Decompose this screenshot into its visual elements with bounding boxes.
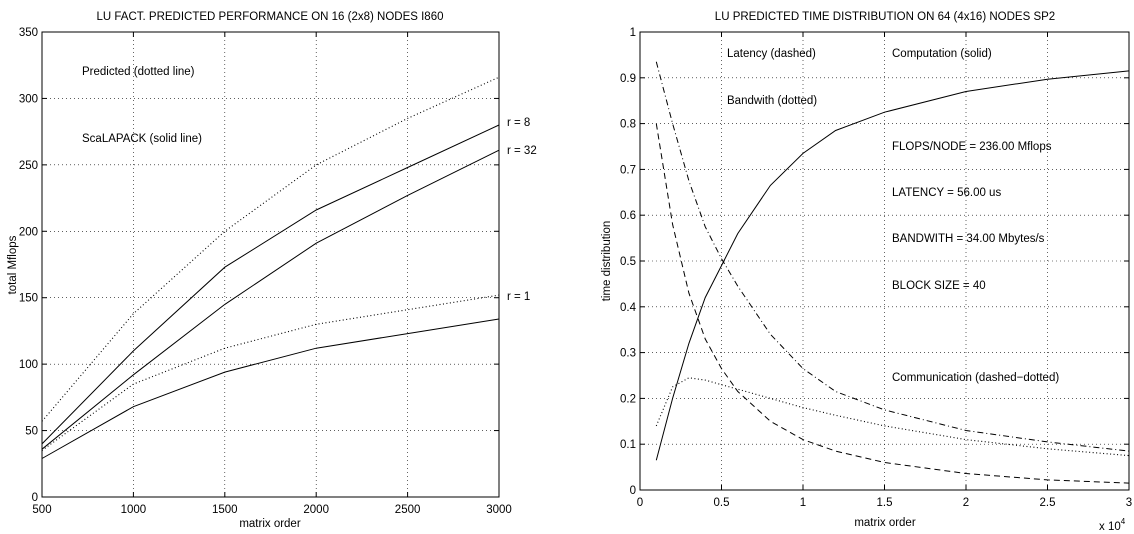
chart-left-y-tick-label: 300 — [19, 93, 38, 105]
chart-right-series-latency-line — [655, 123, 1130, 484]
chart-right: LU PREDICTED TIME DISTRIBUTION ON 64 (4x… — [601, 11, 1132, 533]
chart-right-y-tick-label: 1 — [630, 27, 636, 39]
chart-left-series-r-1-line — [41, 318, 500, 459]
chart-right-x-tick-label: 0.5 — [714, 497, 730, 509]
chart-left-y-tick-label: 0 — [32, 492, 38, 504]
chart-right-x-tick-label: 0 — [637, 497, 643, 509]
chart-right-x-multiplier: x 104 — [1099, 517, 1126, 533]
annotation-flops-per-node: FLOPS/NODE = 236.00 Mflops — [892, 141, 1052, 153]
chart-left-series-r-32-line — [41, 149, 500, 450]
chart-left-x-tick-label: 2000 — [303, 504, 329, 516]
chart-right-y-tick-label: 0.6 — [620, 210, 636, 222]
chart-left: LU FACT. PREDICTED PERFORMANCE ON 16 (2x… — [7, 11, 537, 530]
chart-right-series-computation-line — [655, 70, 1130, 461]
annotation-latency: Latency (dashed) — [727, 48, 816, 60]
chart-right-x-tick-label: 1.5 — [877, 497, 893, 509]
series-label-r32: r = 32 — [507, 145, 537, 157]
chart-left-frame — [41, 31, 500, 498]
chart-right-y-tick-label: 0.5 — [620, 256, 636, 268]
chart-right-title: LU PREDICTED TIME DISTRIBUTION ON 64 (4x… — [715, 11, 1055, 23]
chart-right-y-tick-label: 0.1 — [620, 439, 636, 451]
annotation-bandwith: Bandwith (dotted) — [727, 95, 817, 107]
annotation-communication: Communication (dashed−dotted) — [892, 372, 1059, 384]
chart-right-y-tick-label: 0.8 — [620, 119, 636, 131]
chart-left-y-tick-label: 350 — [19, 27, 38, 39]
chart-right-x-tick-label: 2.5 — [1040, 497, 1056, 509]
chart-right-y-tick-label: 0.3 — [620, 348, 636, 360]
series-label-r1: r = 1 — [507, 291, 530, 303]
chart-right-grid — [640, 32, 1129, 490]
chart-right-series — [655, 61, 1130, 484]
chart-right-y-tick-label: 0.2 — [620, 393, 636, 405]
annotation-latency-value: LATENCY = 56.00 us — [892, 187, 1001, 199]
chart-left-y-tick-label: 50 — [25, 426, 38, 438]
chart-left-annotation-predicted: Predicted (dotted line) — [82, 66, 195, 78]
chart-right-x-tick-label: 1 — [800, 497, 806, 509]
chart-left-series-series-3-line — [41, 294, 500, 451]
chart-left-y-tick-label: 150 — [19, 293, 38, 305]
annotation-block-size: BLOCK SIZE = 40 — [892, 280, 986, 292]
chart-left-x-ticks: 500 1000 1500 2000 2500 3000 — [32, 32, 512, 516]
chart-left-x-label: matrix order — [239, 518, 301, 530]
chart-right-y-label: time distribution — [601, 221, 613, 302]
chart-left-annotation-scalapack: ScaLAPACK (solid line) — [82, 133, 202, 145]
chart-left-x-tick-label: 3000 — [486, 504, 512, 516]
chart-right-series-communication-line — [655, 61, 1130, 452]
chart-right-y-tick-label: 0 — [630, 485, 636, 497]
chart-left-series-r-8-line — [41, 124, 500, 445]
chart-left-x-tick-label: 1500 — [212, 504, 238, 516]
annotation-computation: Computation (solid) — [892, 48, 992, 60]
chart-left-title: LU FACT. PREDICTED PERFORMANCE ON 16 (2x… — [97, 11, 444, 23]
chart-left-series-series-0-line — [41, 76, 500, 422]
chart-left-y-ticks: 0 50 100 150 200 250 300 350 — [19, 27, 499, 504]
chart-right-y-tick-label: 0.4 — [620, 302, 637, 314]
chart-right-y-tick-label: 0.7 — [620, 164, 636, 176]
series-label-r8: r = 8 — [507, 117, 530, 129]
chart-left-x-tick-label: 500 — [32, 504, 51, 516]
chart-right-x-tick-label: 2 — [963, 497, 969, 509]
chart-right-y-tick-label: 0.9 — [620, 73, 636, 85]
chart-right-x-tick-label: 3 — [1126, 497, 1132, 509]
chart-left-y-label: total Mflops — [7, 235, 19, 294]
annotation-bandwith-value: BANDWITH = 34.00 Mbytes/s — [892, 233, 1045, 245]
chart-left-x-tick-label: 2500 — [395, 504, 421, 516]
chart-left-grid — [42, 32, 499, 497]
chart-left-series — [41, 76, 500, 459]
chart-left-y-tick-label: 250 — [19, 160, 38, 172]
chart-right-y-ticks: 0 0.1 0.2 0.3 0.4 0.5 0.6 0.7 0.8 0.9 1 — [620, 27, 1129, 497]
chart-left-x-tick-label: 1000 — [121, 504, 147, 516]
chart-right-x-label: matrix order — [854, 517, 916, 529]
chart-left-y-tick-label: 100 — [19, 359, 38, 371]
chart-left-y-tick-label: 200 — [19, 226, 38, 238]
chart-right-x-ticks: 0 0.5 1 1.5 2 2.5 3 — [637, 32, 1132, 509]
